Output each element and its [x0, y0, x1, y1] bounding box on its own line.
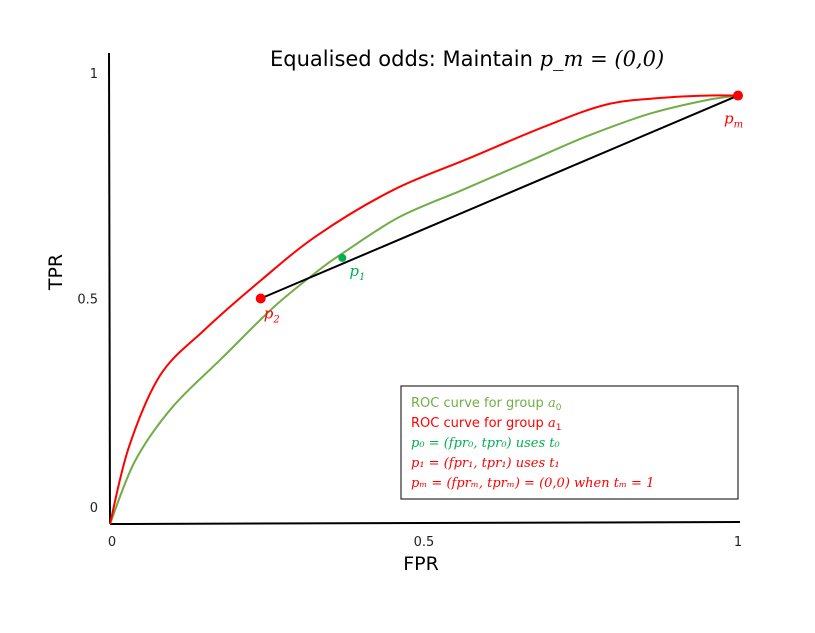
x-axis-label: FPR: [403, 553, 439, 575]
chart-title: Equalised odds: Maintain p_m = (0,0): [270, 47, 664, 71]
roc-curve-a0: [109, 94, 739, 525]
legend-entry: ROC curve for group a0: [411, 396, 562, 413]
y-axis-label: TPR: [45, 254, 67, 291]
x-tick-label: 1: [734, 535, 742, 550]
axes: [108, 52, 741, 525]
tick-labels: 0 0.5 1 0 0.5 1: [77, 67, 742, 550]
legend: ROC curve for group a0 ROC curve for grou…: [400, 385, 739, 500]
legend-entry: p₀ = (fpr₀, tpr₀) uses t₀: [411, 436, 561, 451]
legend-entry: pₘ = (fprₘ, tprₘ) = (0,0) when tₘ = 1: [411, 476, 654, 491]
point-p1: [338, 253, 347, 262]
point-pm: [733, 90, 743, 101]
y-axis-line: [108, 52, 111, 525]
legend-entry: p₁ = (fpr₁, tpr₁) uses t₁: [411, 456, 560, 471]
points: p2 p1 pm: [255, 90, 743, 326]
point-label-p2: p2: [264, 305, 280, 326]
point-label-p1: p1: [349, 262, 365, 283]
x-tick-label: 0.5: [414, 535, 435, 550]
chord-line: [260, 94, 739, 300]
point-p2: [255, 293, 266, 304]
y-tick-label: 1: [90, 67, 98, 82]
roc-curve-a1: [109, 94, 739, 525]
x-tick-label: 0: [108, 535, 116, 550]
x-axis-line: [109, 521, 741, 525]
legend-box: [400, 385, 739, 500]
chart-title-math: p_m = (0,0): [540, 47, 665, 71]
y-tick-label: 0: [90, 501, 98, 516]
legend-entry: ROC curve for group a1: [411, 416, 561, 433]
y-tick-label: 0.5: [77, 293, 98, 308]
series-lines: [109, 94, 739, 525]
point-label-pm: pm: [724, 110, 743, 131]
